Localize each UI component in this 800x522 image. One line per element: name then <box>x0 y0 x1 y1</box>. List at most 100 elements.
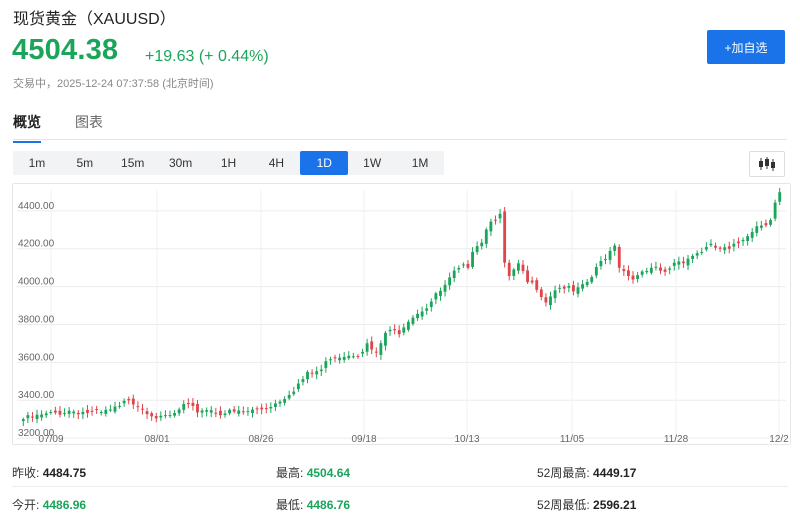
candle <box>425 303 429 315</box>
candle <box>154 412 158 423</box>
candle-body <box>480 242 484 247</box>
candle-body <box>617 246 621 268</box>
candle <box>374 347 378 358</box>
range-1w[interactable]: 1W <box>363 156 382 170</box>
candle <box>264 403 268 414</box>
candle <box>200 408 204 418</box>
candle <box>191 398 195 411</box>
x-tick-label: 10/13 <box>454 434 479 444</box>
candlestick-chart: 3200.00 3400.00 3600.00 3800.00 4000.00 4200.… <box>17 187 789 445</box>
candle-body <box>53 410 57 413</box>
candle <box>104 406 108 417</box>
candle <box>640 269 644 278</box>
candle-body <box>452 270 456 278</box>
candle <box>613 243 617 256</box>
candle-body <box>278 401 282 404</box>
candle-body <box>154 415 158 419</box>
candle-body <box>200 410 204 413</box>
candle-body <box>388 329 392 332</box>
range-30m[interactable]: 30m <box>168 156 193 170</box>
range-4h[interactable]: 4H <box>268 156 285 170</box>
candle <box>686 254 690 270</box>
candle-body <box>141 408 144 410</box>
range-1mo[interactable]: 1M <box>411 156 429 170</box>
candle <box>576 282 580 298</box>
candle <box>228 408 232 416</box>
instrument-title: 现货黄金（XAUUSD） <box>13 11 176 28</box>
candle-body <box>755 226 759 233</box>
range-1h[interactable]: 1H <box>220 156 237 170</box>
candle-body <box>631 275 635 280</box>
candle <box>287 390 291 401</box>
candle <box>521 260 525 274</box>
candle-body <box>759 225 763 228</box>
candle <box>159 411 163 421</box>
candle-body <box>347 355 351 359</box>
candle-body <box>223 413 227 416</box>
candle-body <box>498 213 502 219</box>
candle <box>471 247 474 269</box>
candle <box>755 221 759 237</box>
candle <box>475 241 479 255</box>
add-to-watchlist-button[interactable]: +加自选 <box>707 30 785 64</box>
candle-body <box>585 281 589 286</box>
candle <box>131 394 135 409</box>
candle <box>512 267 516 281</box>
candle-body <box>723 247 727 251</box>
candle-body <box>695 253 699 256</box>
candle <box>530 276 534 285</box>
candle-body <box>576 287 580 294</box>
candle-body <box>21 419 25 422</box>
range-5m[interactable]: 5m <box>76 156 94 170</box>
candle-body <box>773 202 777 219</box>
chart-type-button[interactable] <box>749 151 785 177</box>
range-1d[interactable]: 1D <box>300 151 349 175</box>
tab-overview[interactable]: 概览 <box>13 112 41 143</box>
candle <box>636 271 640 283</box>
y-tick-label: 4400.00 <box>18 201 55 212</box>
candle-body <box>232 409 236 412</box>
candle <box>218 406 222 419</box>
candle-body <box>608 250 612 260</box>
candle <box>177 407 181 417</box>
candle-body <box>668 268 672 270</box>
range-1m[interactable]: 1m <box>28 156 46 170</box>
candle-body <box>475 246 479 253</box>
candle <box>759 220 763 231</box>
candle <box>727 241 731 254</box>
candle-body <box>370 341 374 350</box>
candle <box>737 237 740 249</box>
candle-body <box>686 258 690 266</box>
candle <box>49 409 53 415</box>
candle <box>168 410 172 419</box>
candle <box>310 369 314 378</box>
candle <box>663 266 667 276</box>
candle-body <box>274 403 277 408</box>
candle <box>292 386 296 397</box>
candle-body <box>737 241 740 244</box>
candle <box>347 351 351 361</box>
candle-body <box>613 245 617 251</box>
range-15m[interactable]: 15m <box>121 156 145 170</box>
candle <box>333 354 337 363</box>
trading-status: 交易中，2025-12-24 07:37:58 (北京时间) <box>13 78 214 90</box>
y-tick-label: 3400.00 <box>18 390 55 401</box>
wk52-low-label: 52周最低: <box>537 498 590 512</box>
candle <box>145 407 149 419</box>
candle <box>388 326 392 336</box>
candle <box>452 266 456 283</box>
candle-body <box>333 357 337 359</box>
candle <box>649 263 653 275</box>
candle <box>255 406 259 415</box>
candle <box>723 243 727 255</box>
wk52-high-label: 52周最高: <box>537 466 590 480</box>
tab-chart[interactable]: 图表 <box>75 114 103 130</box>
candle-body <box>425 308 429 311</box>
candle-body <box>255 408 259 410</box>
candle <box>246 406 250 416</box>
candle-body <box>457 267 461 270</box>
candle <box>627 265 630 281</box>
candle <box>571 280 575 296</box>
candle-body <box>571 285 575 292</box>
x-tick-label: 07/09 <box>38 434 63 444</box>
